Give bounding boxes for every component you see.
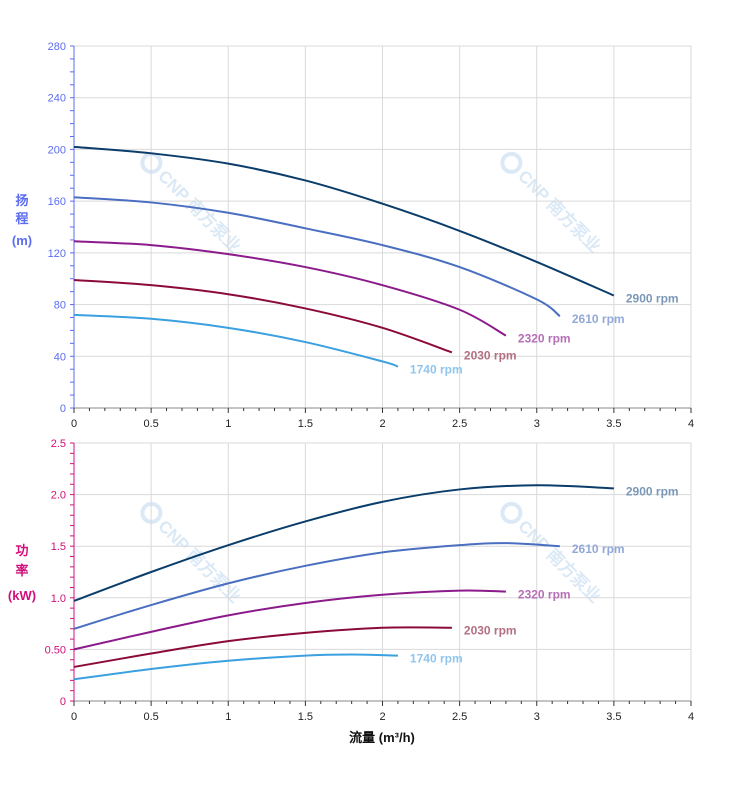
y-tick-label: 0	[60, 696, 66, 708]
y-axis-label: 率	[15, 563, 28, 578]
x-tick-label: 2.5	[452, 418, 467, 430]
y-axis-label: 功	[15, 543, 28, 558]
series-label: 1740 rpm	[410, 363, 463, 377]
y-tick-label: 120	[48, 248, 66, 260]
x-tick-label: 2	[379, 711, 385, 723]
series-line-1740-rpm	[73, 313, 399, 368]
x-tick-label: 1.5	[298, 711, 313, 723]
series-line-2610-rpm	[73, 542, 560, 630]
x-tick-label: 3.5	[606, 418, 621, 430]
series-label: 2030 rpm	[464, 624, 517, 638]
y-tick-label: 0	[60, 403, 66, 415]
series-label: 2900 rpm	[626, 484, 679, 498]
svg-text:CNP 南方泵业: CNP 南方泵业	[514, 166, 605, 257]
y-tick-label: 160	[48, 196, 66, 208]
series-label: 2900 rpm	[626, 292, 679, 306]
x-tick-label: 4	[688, 711, 694, 723]
series-label: 2320 rpm	[518, 588, 571, 602]
y-tick-label: 0.50	[45, 644, 66, 656]
x-tick-label: 0.5	[143, 418, 158, 430]
x-tick-label: 2	[379, 418, 385, 430]
y-tick-label: 200	[48, 144, 66, 156]
y-tick-label: 280	[48, 41, 66, 53]
x-tick-label: 3.5	[606, 711, 621, 723]
x-tick-label: 3	[534, 711, 540, 723]
y-axis-label: 扬	[15, 193, 28, 208]
y-tick-label: 40	[54, 351, 66, 363]
head-chart: 0 40 80 120 160 200 240 280 0 0.5 1 1.5 2 2.5 3 3.5 4 扬程 (…	[12, 41, 694, 430]
x-tick-label: 2.5	[452, 711, 467, 723]
series-label: 2320 rpm	[518, 332, 571, 346]
watermark-logo: CNP 南方泵业	[140, 501, 245, 607]
series-line-1740-rpm	[73, 653, 398, 681]
y-axis-label: (m)	[12, 233, 32, 248]
y-tick-label: 2.5	[51, 438, 66, 450]
y-axis-label: (kW)	[8, 588, 36, 603]
y-axis-label: 程	[15, 211, 28, 226]
y-tick-label: 1.0	[51, 593, 66, 605]
power-chart: 0 0.50 1.0 1.5 2.0 2.5 0 0.5 1 1.5 2 2.5 3 3.5 4 功率 (kW)…	[8, 438, 694, 745]
y-tick-label: 240	[48, 93, 66, 105]
svg-text:CNP 南方泵业: CNP 南方泵业	[154, 166, 245, 257]
x-tick-label: 0	[71, 418, 77, 430]
x-axis-label: 流量 (m³/h)	[349, 730, 415, 745]
x-tick-label: 3	[534, 418, 540, 430]
x-tick-label: 1.5	[298, 418, 313, 430]
series-label: 2610 rpm	[572, 542, 625, 556]
x-tick-label: 4	[688, 418, 694, 430]
series-line-2900-rpm	[73, 484, 614, 602]
series-label: 1740 rpm	[410, 652, 463, 666]
series-line-2030-rpm	[73, 279, 453, 354]
x-tick-label: 1	[225, 418, 231, 430]
svg-text:CNP 南方泵业: CNP 南方泵业	[154, 516, 245, 607]
y-tick-label: 80	[54, 300, 66, 312]
x-tick-label: 0	[71, 711, 77, 723]
series-label: 2030 rpm	[464, 348, 517, 362]
series-line-2320-rpm	[73, 589, 506, 651]
x-tick-label: 1	[225, 711, 231, 723]
series-line-2320-rpm	[73, 240, 507, 337]
y-tick-label: 2.0	[51, 490, 66, 502]
watermark-logo: CNP 南方泵业	[500, 151, 605, 257]
series-line-2900-rpm	[73, 145, 615, 297]
series-line-2030-rpm	[73, 626, 452, 668]
series-label: 2610 rpm	[572, 312, 625, 326]
series-line-2610-rpm	[73, 196, 561, 318]
y-tick-label: 1.5	[51, 541, 66, 553]
x-tick-label: 0.5	[143, 711, 158, 723]
